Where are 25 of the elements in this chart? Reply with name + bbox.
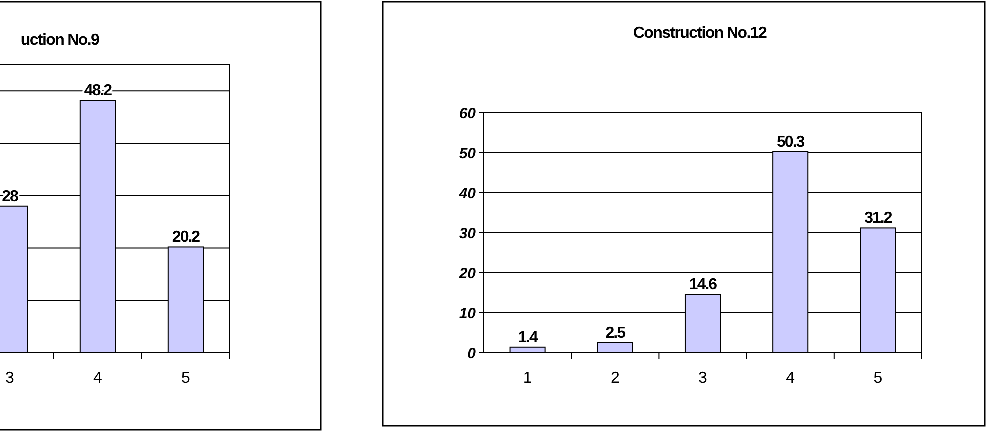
x-tick-label: 4: [786, 370, 796, 387]
x-tick-label: 1: [523, 370, 532, 387]
x-tick-label: 4: [94, 370, 103, 387]
y-tick-label: 0: [468, 345, 477, 362]
x-tick-label: 5: [182, 370, 191, 387]
bar: [510, 346, 546, 354]
data-label: 2.5: [606, 325, 626, 342]
x-tick-label: 3: [698, 370, 708, 387]
y-tick-label: 30: [459, 225, 477, 242]
chart-title: Construction No.12: [633, 25, 768, 42]
bar: [597, 342, 634, 354]
y-tick-label: 10: [459, 305, 477, 322]
x-tick-label: 2: [610, 370, 620, 387]
x-tick-label: 3: [6, 370, 15, 387]
data-label: 1.4: [518, 329, 539, 346]
data-label: 20.2: [172, 229, 201, 246]
y-tick-label: 50: [459, 145, 477, 162]
y-tick-label: 20: [458, 265, 477, 282]
data-label: 31.2: [864, 210, 893, 228]
data-label: 50.3: [777, 134, 806, 151]
y-tick-label: 60: [459, 105, 477, 122]
data-label: 14.6: [689, 276, 718, 294]
x-tick-label: 5: [874, 370, 883, 387]
y-tick-label: 40: [458, 185, 477, 202]
chart-title: uction No.9: [20, 32, 100, 49]
